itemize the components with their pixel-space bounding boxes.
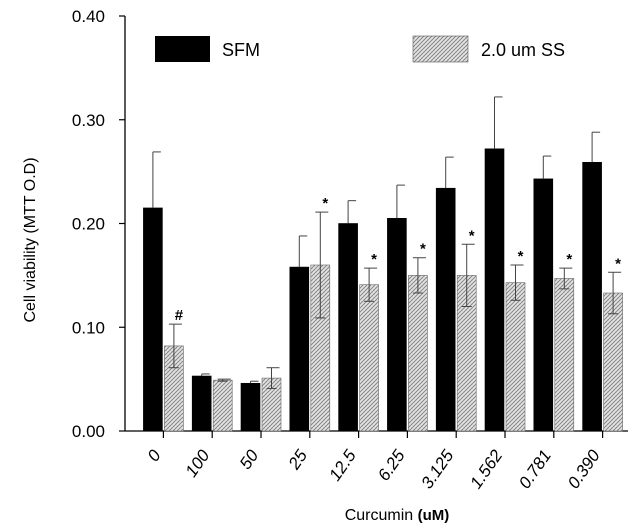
significance-marker: * <box>371 251 377 268</box>
significance-marker: * <box>518 248 524 265</box>
legend-label-ss: 2.0 um SS <box>481 40 565 60</box>
bar-sfm <box>240 382 261 432</box>
legend: SFM 2.0 um SS <box>155 35 565 63</box>
x-axis-title-unit: (uM) <box>418 507 450 524</box>
y-tick-label: 0.40 <box>72 7 105 26</box>
legend-label-sfm: SFM <box>222 40 260 60</box>
significance-marker: * <box>615 255 621 272</box>
bar-ss <box>554 278 575 432</box>
x-tick-label: 3.125 <box>418 446 458 492</box>
x-tick-label: 6.25 <box>374 446 409 484</box>
bar-ss <box>212 379 233 432</box>
bar-sfm <box>289 266 310 432</box>
bar-ss <box>505 282 526 432</box>
bar-ss <box>359 284 379 432</box>
y-tick-label: 0.10 <box>72 318 105 337</box>
x-tick-label: 50 <box>236 446 263 473</box>
x-tick-label: 100 <box>182 446 214 481</box>
y-tick-label: 0.30 <box>72 111 105 130</box>
x-axis-title-text: Curcumin <box>345 507 413 524</box>
x-tick-label: 0.390 <box>564 446 604 492</box>
y-tick-label: 0.00 <box>72 422 105 441</box>
significance-marker: * <box>420 241 426 258</box>
bar-sfm <box>582 161 602 432</box>
bar-sfm <box>484 148 505 432</box>
bar-ss <box>408 275 428 432</box>
bar-sfm <box>143 207 163 432</box>
legend-swatch-ss <box>412 35 469 63</box>
x-tick-label: 0 <box>144 446 165 465</box>
bar-sfm <box>533 178 554 432</box>
x-tick-label: 1.562 <box>466 446 506 492</box>
y-axis-title: Cell viability (MTT O.D) <box>22 157 39 322</box>
x-tick-label: 25 <box>284 446 311 474</box>
bar-sfm <box>338 223 358 432</box>
significance-marker: * <box>566 251 572 268</box>
significance-marker: # <box>175 307 184 324</box>
x-tick-label: 0.781 <box>515 446 555 492</box>
legend-swatch-sfm <box>155 36 210 62</box>
x-axis-title: Curcumin (uM) <box>345 507 450 524</box>
bar-sfm <box>387 218 407 432</box>
significance-marker: * <box>322 195 328 212</box>
bar-sfm <box>435 187 456 432</box>
significance-marker: * <box>469 227 475 244</box>
bar-sfm <box>191 375 212 432</box>
x-tick-label: 12.5 <box>325 446 360 484</box>
y-tick-label: 0.20 <box>72 215 105 234</box>
